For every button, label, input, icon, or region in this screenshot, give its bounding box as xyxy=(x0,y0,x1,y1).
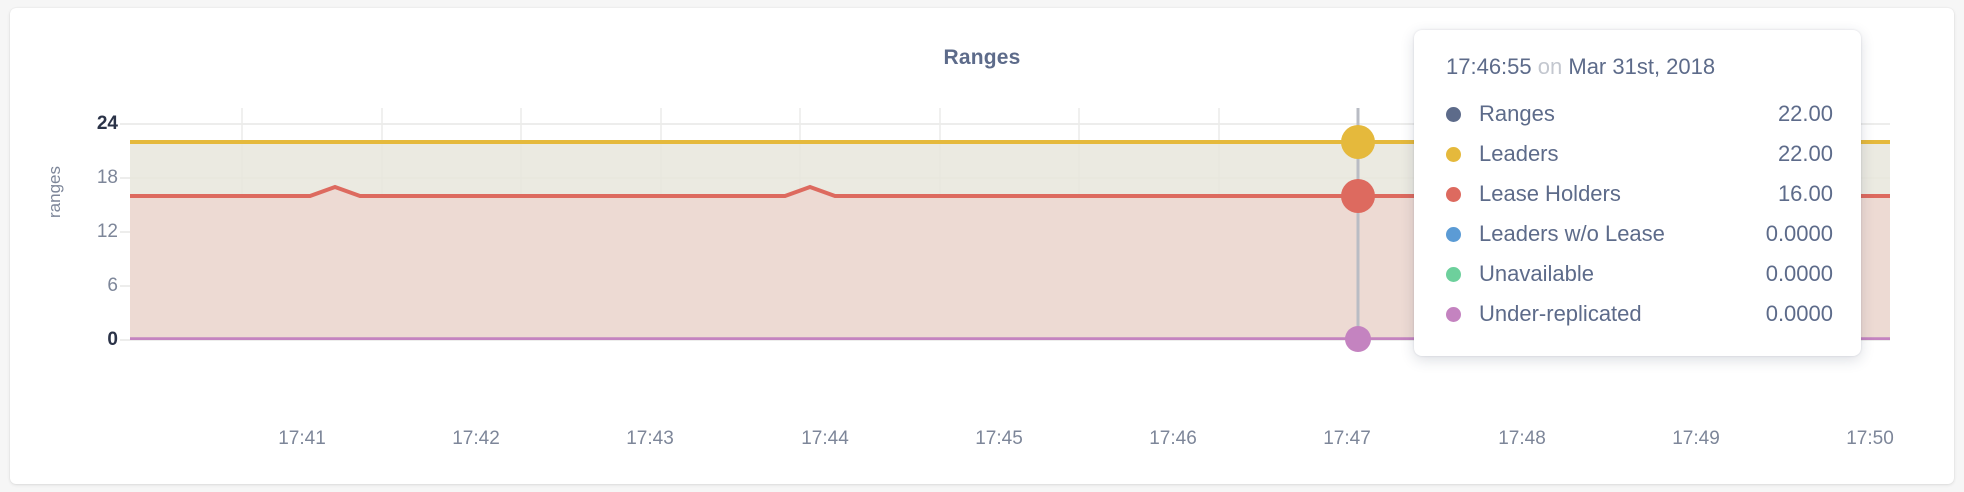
x-tick-9: 17:50 xyxy=(1846,428,1894,449)
tooltip-time: 17:46:55 xyxy=(1446,54,1532,79)
tooltip-on-word: on xyxy=(1537,54,1563,79)
legend-dot-icon-leaders-wo-lease xyxy=(1446,226,1461,242)
tooltip-value-leaders: 22.00 xyxy=(1777,141,1833,166)
tooltip-row-leaders-wo-lease: Leaders w/o Lease 0.0000 xyxy=(1446,214,1833,254)
tooltip-value-under-replicated: 0.0000 xyxy=(1765,301,1833,326)
tooltip-date: Mar 31st, 2018 xyxy=(1568,54,1716,79)
tooltip-label-ranges: Ranges xyxy=(1479,101,1555,126)
marker-lease-holders xyxy=(1341,179,1375,213)
tooltip-header: 17:46:55 on Mar 31st, 2018 xyxy=(1446,54,1833,80)
x-tick-6: 17:47 xyxy=(1323,428,1371,449)
legend-dot-icon-leaders xyxy=(1446,146,1461,162)
tooltip-value-unavailable: 0.0000 xyxy=(1765,261,1833,286)
x-tick-4: 17:45 xyxy=(975,428,1023,449)
x-tick-7: 17:48 xyxy=(1498,428,1546,449)
tooltip-label-under-replicated: Under-replicated xyxy=(1479,301,1642,326)
x-tick-8: 17:49 xyxy=(1672,428,1720,449)
ranges-chart-card: Ranges xyxy=(10,8,1954,484)
tooltip-label-leaders: Leaders xyxy=(1479,141,1559,166)
y-tick-18: 18 xyxy=(96,167,118,188)
x-tick-2: 17:43 xyxy=(626,428,674,449)
tooltip-row-ranges: Ranges 22.00 xyxy=(1446,94,1833,134)
legend-dot-icon-lease-holders xyxy=(1446,186,1461,202)
y-tick-12: 12 xyxy=(96,221,118,242)
tooltip-value-ranges: 22.00 xyxy=(1777,101,1833,126)
y-axis-ticks: 24 18 12 6 0 xyxy=(46,8,118,492)
tooltip-label-leaders-wo-lease: Leaders w/o Lease xyxy=(1479,221,1665,246)
x-tick-1: 17:42 xyxy=(452,428,500,449)
tooltip-label-lease-holders: Lease Holders xyxy=(1479,181,1621,206)
chart-tooltip: 17:46:55 on Mar 31st, 2018 Ranges 22.00 … xyxy=(1414,30,1861,356)
tooltip-row-lease-holders: Lease Holders 16.00 xyxy=(1446,174,1833,214)
tooltip-value-lease-holders: 16.00 xyxy=(1777,181,1833,206)
page-title: Ranges xyxy=(943,46,1021,69)
x-tick-3: 17:44 xyxy=(801,428,849,449)
tooltip-row-leaders: Leaders 22.00 xyxy=(1446,134,1833,174)
y-tick-6: 6 xyxy=(107,275,118,296)
line-lease-holders xyxy=(130,184,1890,198)
tooltip-row-unavailable: Unavailable 0.0000 xyxy=(1446,254,1833,294)
legend-dot-icon-ranges xyxy=(1446,106,1461,122)
marker-under-replicated xyxy=(1345,326,1371,352)
tooltip-value-leaders-wo-lease: 0.0000 xyxy=(1765,221,1833,246)
tooltip-label-unavailable: Unavailable xyxy=(1479,261,1594,286)
legend-dot-icon-under-replicated xyxy=(1446,306,1461,322)
x-tick-5: 17:46 xyxy=(1149,428,1197,449)
x-tick-0: 17:41 xyxy=(278,428,326,449)
y-tick-0: 0 xyxy=(107,329,118,350)
legend-dot-icon-unavailable xyxy=(1446,266,1461,282)
tooltip-row-under-replicated: Under-replicated 0.0000 xyxy=(1446,294,1833,334)
y-tick-24: 24 xyxy=(96,113,118,134)
marker-leaders xyxy=(1341,125,1375,159)
